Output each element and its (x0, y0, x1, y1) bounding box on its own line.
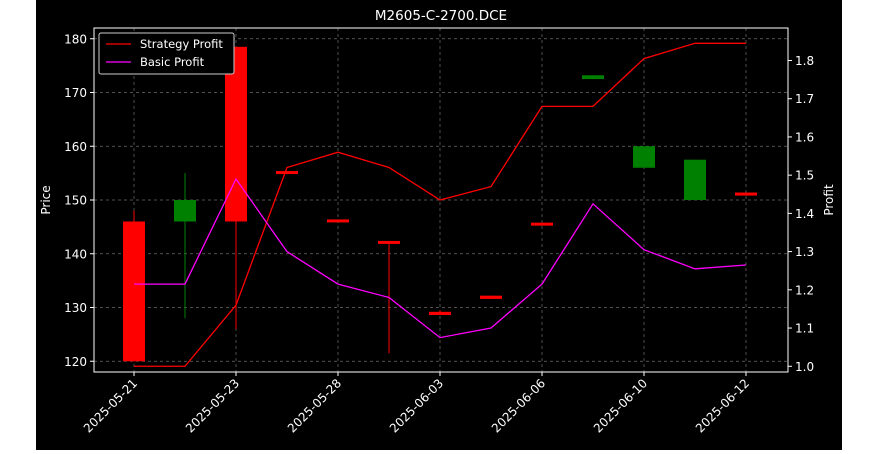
y-axis-left: 120 130 140 150 160 170 180 (64, 32, 94, 369)
y2-tick-label: 1.4 (795, 207, 814, 221)
y-axis-right: 1.0 1.1 1.2 1.3 1.4 1.5 1.6 1.7 1.8 (788, 54, 814, 374)
x-tick-label: 2025-06-12 (693, 376, 752, 435)
chart-svg: M2605-C-2700.DCE 120 130 140 150 160 170 180 1… (39, 8, 836, 435)
candle-body-down (276, 171, 298, 175)
candle-body-down (123, 221, 145, 362)
legend-box (98, 32, 235, 75)
candle-body-down (735, 192, 757, 196)
y-axis-label: Price (39, 185, 53, 214)
y2-tick-label: 1.7 (795, 92, 814, 106)
strategy-profit-line (134, 42, 746, 367)
y2-tick-label: 1.8 (795, 54, 814, 68)
y2-tick-label: 1.0 (795, 360, 814, 374)
x-tick-label: 2025-05-28 (285, 376, 344, 435)
x-tick-label: 2025-06-10 (591, 376, 650, 435)
y-tick-label: 170 (64, 86, 87, 100)
x-axis: 2025-05-21 2025-05-23 2025-05-28 2025-06-03… (81, 372, 752, 435)
y-tick-label: 160 (64, 140, 87, 154)
candle-body-up (582, 75, 604, 80)
basic-profit-line (134, 177, 747, 339)
chart-figure: M2605-C-2700.DCE 120 130 140 150 160 170 180 1… (36, 0, 842, 450)
line-layer (134, 42, 747, 367)
candle-body-up (633, 146, 655, 168)
x-tick-label: 2025-05-23 (183, 376, 242, 435)
y2-tick-label: 1.6 (795, 130, 814, 144)
candle-layer (123, 46, 757, 362)
chart-title: M2605-C-2700.DCE (375, 8, 507, 24)
candle-body-down (429, 311, 451, 316)
legend-label-basic-profit: Basic Profit (140, 55, 205, 69)
candle-body-down (480, 295, 502, 299)
x-tick-label: 2025-06-03 (387, 376, 446, 435)
y-tick-label: 120 (64, 355, 87, 369)
candle-body-up (684, 159, 706, 200)
candle-body-down (531, 222, 553, 226)
legend: Strategy Profit Basic Profit (98, 32, 235, 75)
legend-label-strategy-profit: Strategy Profit (140, 37, 223, 51)
y2-tick-label: 1.3 (795, 245, 814, 259)
y2-tick-label: 1.1 (795, 322, 814, 336)
y2-tick-label: 1.5 (795, 169, 814, 183)
candle-body-down (225, 46, 247, 222)
y2-tick-label: 1.2 (795, 283, 814, 297)
candle-body-down (327, 219, 349, 223)
y-tick-label: 180 (64, 32, 87, 46)
candle-body-up (174, 200, 196, 222)
candle-body-down (378, 240, 400, 244)
x-tick-label: 2025-05-21 (81, 376, 140, 435)
y-tick-label: 140 (64, 247, 87, 261)
y-tick-label: 150 (64, 194, 87, 208)
y2-axis-label: Profit (822, 184, 836, 216)
x-tick-label: 2025-06-06 (489, 376, 548, 435)
y-tick-label: 130 (64, 301, 87, 315)
